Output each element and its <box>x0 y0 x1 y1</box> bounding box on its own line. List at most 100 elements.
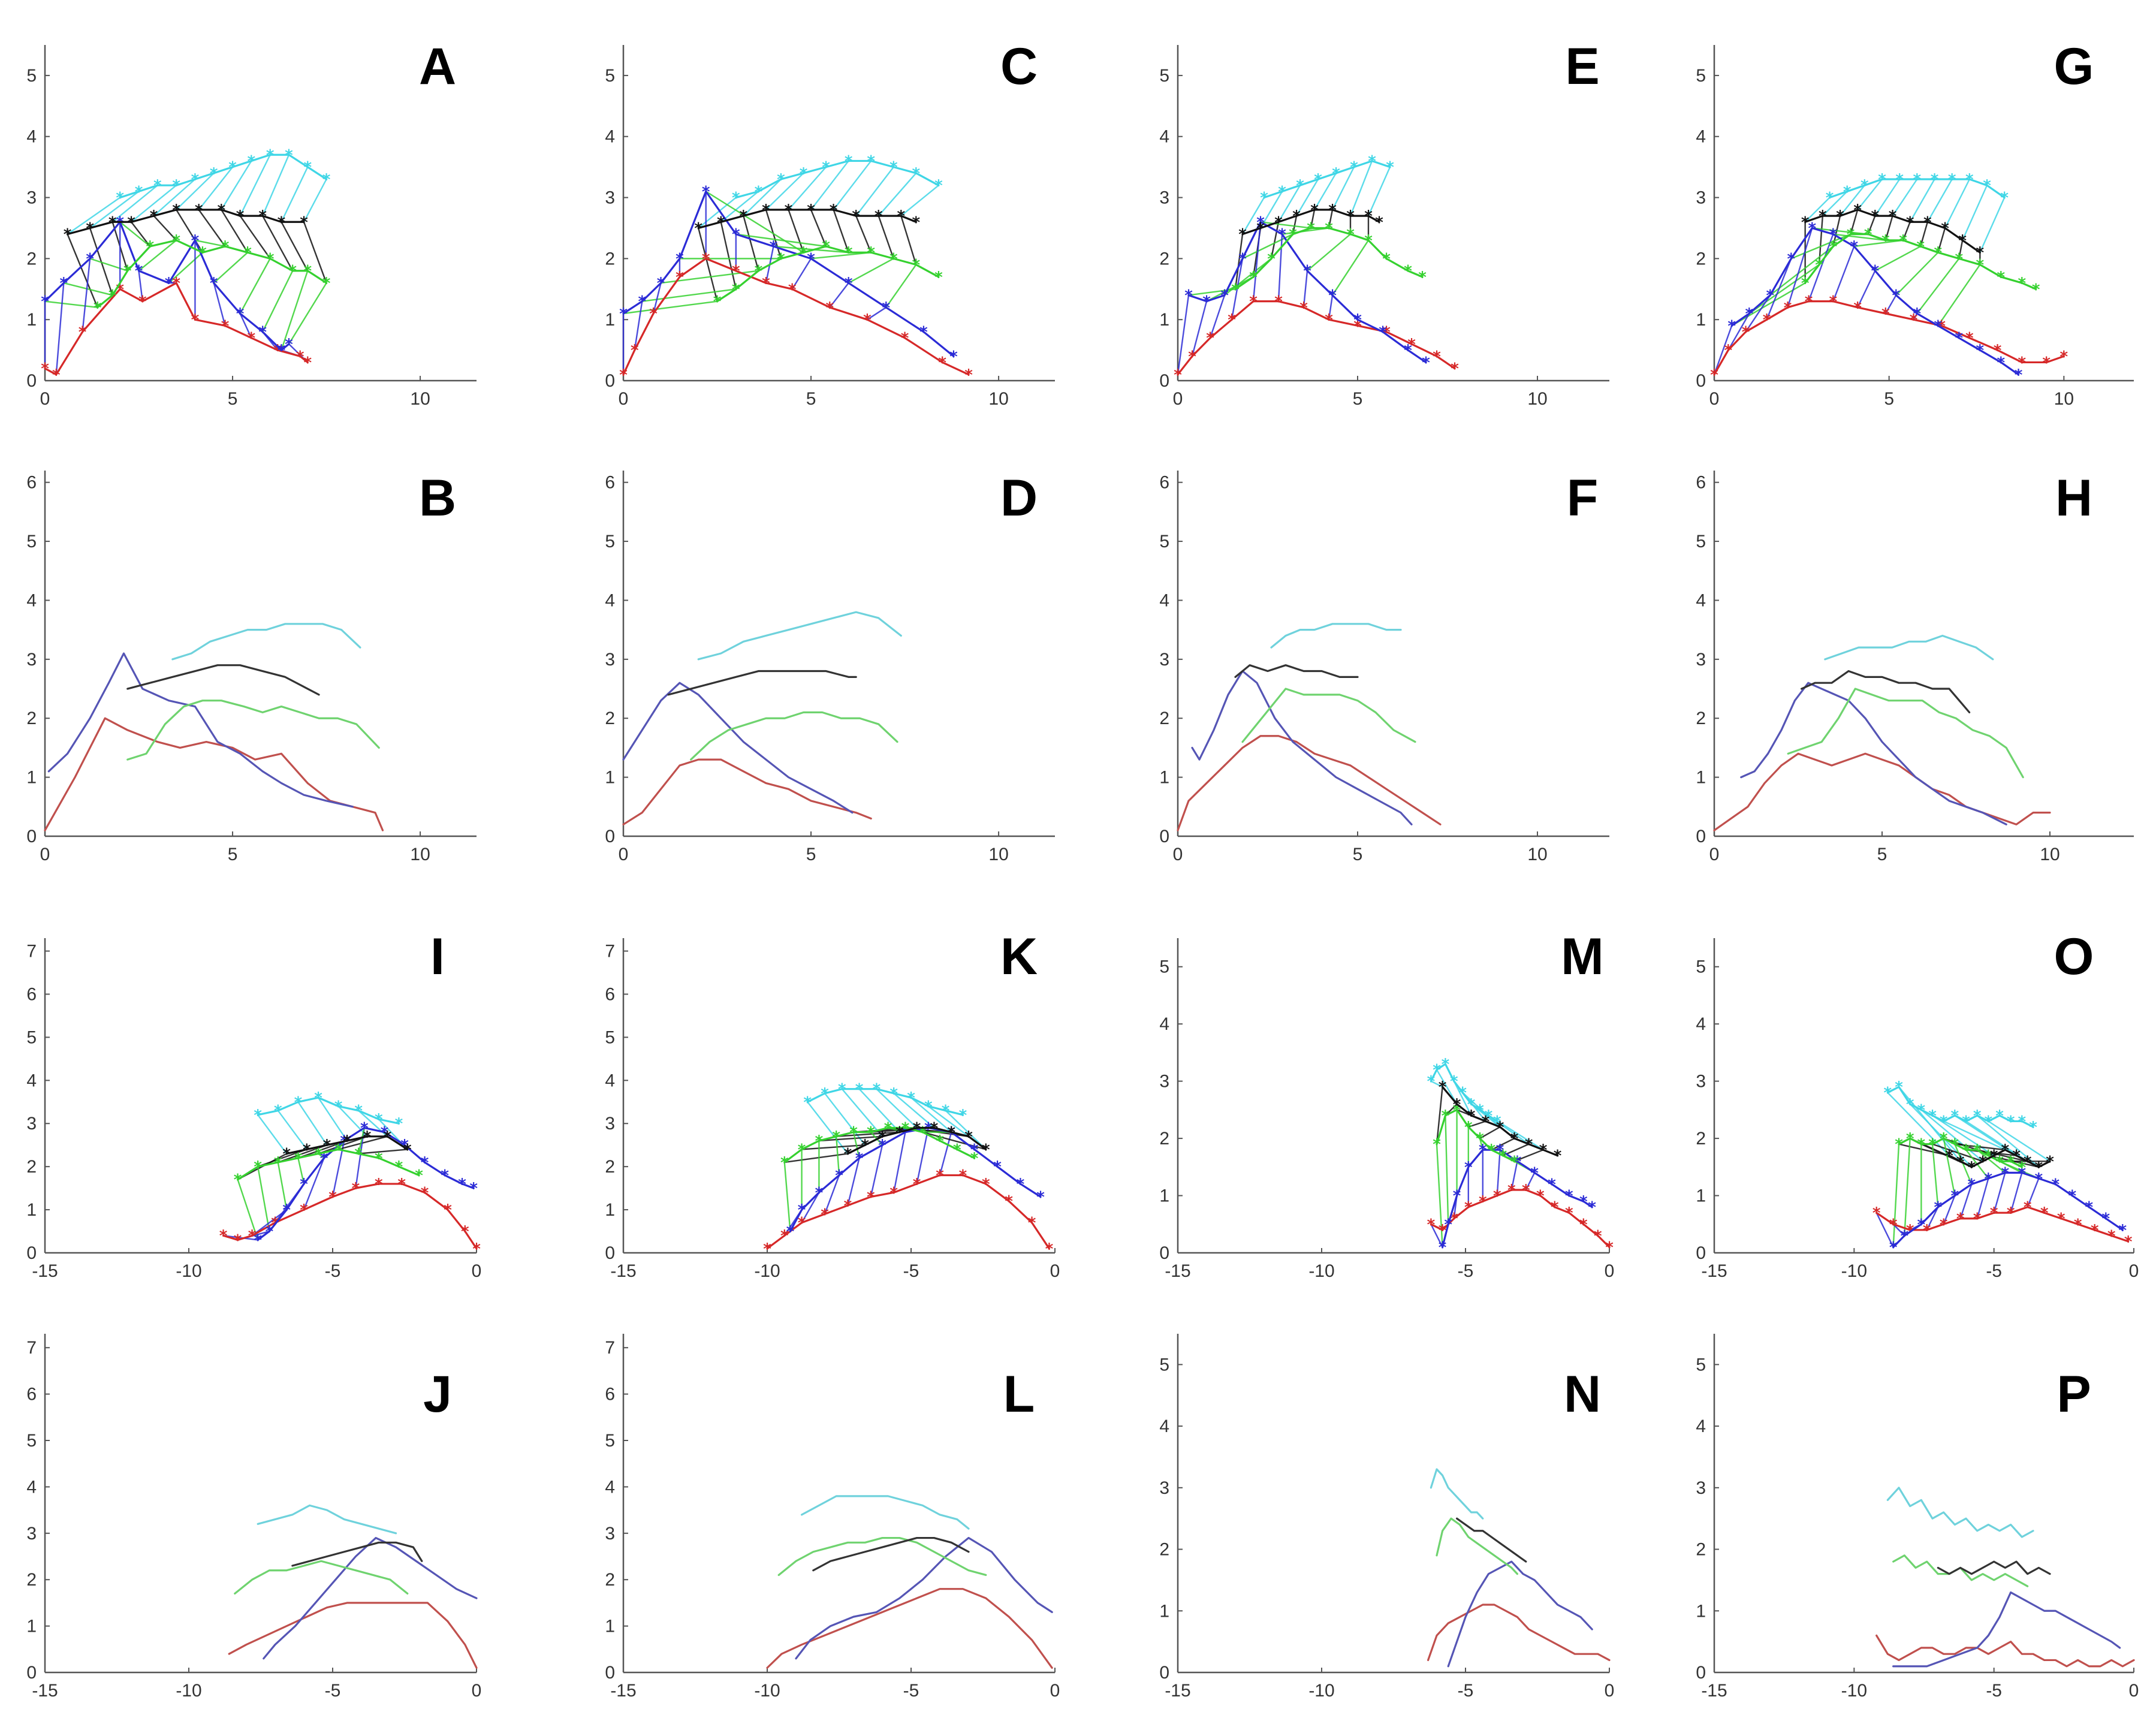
point-cyan: * <box>907 1089 915 1107</box>
stick-segment <box>1496 1149 1501 1196</box>
point-green: * <box>322 275 331 293</box>
x-tick-label: 0 <box>2129 1681 2139 1701</box>
point-cyan: * <box>2000 189 2009 207</box>
stick-segment <box>1313 172 1337 211</box>
point-black: * <box>807 201 815 219</box>
series-red <box>1430 1189 1611 1249</box>
point-green: * <box>1847 226 1855 244</box>
series-red <box>222 1183 478 1250</box>
y-tick-label: 4 <box>605 1071 615 1090</box>
panel-letter: F <box>1567 469 1599 527</box>
y-tick-label: 6 <box>605 473 615 493</box>
series-cyan <box>806 1088 964 1116</box>
point-green: * <box>1864 226 1872 244</box>
stick-segment <box>855 215 872 254</box>
stick-segment <box>1436 1069 1458 1105</box>
point-green: * <box>755 263 763 281</box>
point-green: * <box>1917 1136 1926 1154</box>
point-black: * <box>895 1124 904 1142</box>
x-tick-label: 0 <box>1709 845 1720 864</box>
point-blue: * <box>807 250 815 268</box>
series-blue <box>1892 1171 2124 1249</box>
stick-segment <box>1295 178 1319 217</box>
point-cyan: * <box>1826 189 1834 207</box>
point-red: * <box>867 1189 875 1207</box>
point-red: * <box>248 1227 257 1245</box>
panel-letter: K <box>1000 928 1038 985</box>
point-cyan: * <box>934 177 943 195</box>
series-green <box>1436 1108 1516 1162</box>
series-cyan <box>1886 1487 2034 1538</box>
stick-segment <box>1328 294 1334 321</box>
point-red: * <box>1910 311 1918 329</box>
point-cyan: * <box>191 171 200 189</box>
point-green: * <box>884 1119 892 1137</box>
point-green: * <box>1289 226 1297 244</box>
y-tick-label: 3 <box>1159 188 1169 208</box>
point-cyan: * <box>873 1081 881 1099</box>
y-tick-label: 3 <box>26 188 37 208</box>
stick-segment <box>130 221 151 248</box>
x-tick-label: -15 <box>1165 1681 1190 1701</box>
x-tick-label: 5 <box>228 845 238 864</box>
stick-segment <box>720 221 737 290</box>
point-red: * <box>631 342 639 360</box>
x-tick-label: 0 <box>472 1261 482 1281</box>
stick-segment <box>858 1088 901 1133</box>
point-black: * <box>1274 213 1283 231</box>
point-red: * <box>1522 1182 1530 1199</box>
point-blue: * <box>1036 1189 1045 1207</box>
point-cyan: * <box>172 177 180 195</box>
point-cyan: * <box>2018 1113 2027 1131</box>
y-tick-label: 5 <box>605 532 615 551</box>
point-red: * <box>79 324 87 342</box>
series-blue <box>44 221 290 351</box>
y-tick-label: 1 <box>1696 310 1706 330</box>
point-green: * <box>334 1141 343 1159</box>
y-tick-label: 5 <box>26 532 37 551</box>
x-tick-label: 0 <box>1709 389 1720 409</box>
stick-segment <box>1748 264 1820 315</box>
y-tick-label: 0 <box>605 1663 615 1683</box>
y-tick-label: 0 <box>1159 1663 1169 1683</box>
point-red: * <box>1536 1187 1545 1205</box>
series-blue <box>257 1126 475 1241</box>
point-green: * <box>254 1158 262 1176</box>
series-cyan <box>800 1495 970 1530</box>
point-cyan: * <box>777 171 785 189</box>
series-blue <box>47 652 354 808</box>
point-black: * <box>1439 1078 1447 1096</box>
point-blue: * <box>2035 1170 2043 1188</box>
series-cyan <box>735 159 940 199</box>
stick-segment <box>82 258 91 333</box>
x-tick-label: 0 <box>40 389 50 409</box>
point-black: * <box>1990 1147 1998 1165</box>
stick-segment <box>1310 209 1316 229</box>
point-black: * <box>1467 1107 1476 1125</box>
point-green: * <box>1325 219 1333 237</box>
point-blue: * <box>236 305 245 323</box>
point-red: * <box>296 348 304 366</box>
point-green: * <box>1976 257 1985 275</box>
series-green <box>1241 688 1416 743</box>
point-black: * <box>930 1119 939 1137</box>
x-tick-label: -10 <box>1308 1261 1334 1281</box>
panel-letter: I <box>430 928 445 985</box>
stick-segment <box>866 306 887 321</box>
stick-segment <box>835 1135 840 1176</box>
point-cyan: * <box>303 159 312 177</box>
point-red: * <box>352 1180 360 1198</box>
point-green: * <box>798 1141 806 1159</box>
point-red: * <box>1594 1227 1602 1245</box>
point-cyan: * <box>228 159 237 177</box>
point-red: * <box>2007 1204 2015 1222</box>
stick-segment <box>1209 294 1226 339</box>
point-green: * <box>108 287 117 305</box>
point-red: * <box>1565 1204 1573 1222</box>
point-blue: * <box>1985 1170 1993 1188</box>
series-cyan <box>1270 623 1402 649</box>
point-black: * <box>303 1141 311 1159</box>
y-tick-label: 5 <box>1159 66 1169 86</box>
stick-segment <box>1884 294 1897 315</box>
